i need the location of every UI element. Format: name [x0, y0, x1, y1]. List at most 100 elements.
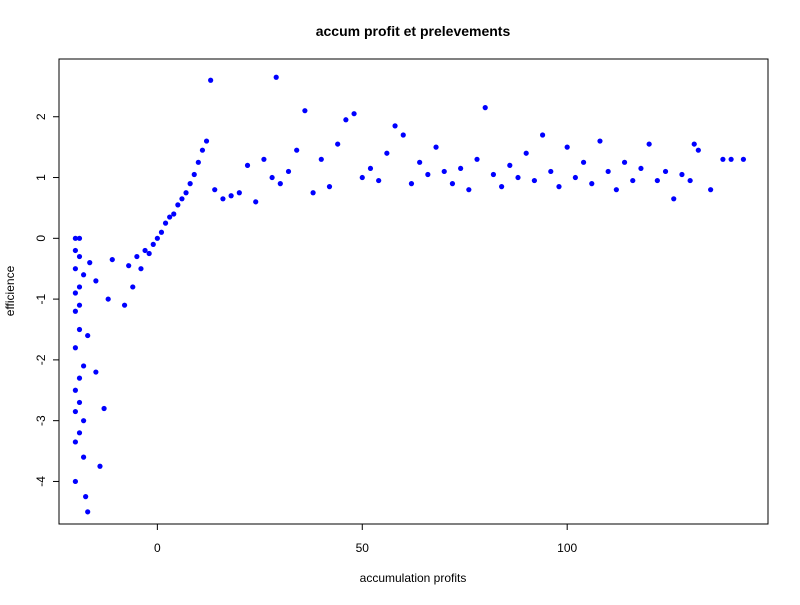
- data-point: [72, 478, 78, 485]
- data-point: [228, 193, 234, 199]
- data-point: [162, 220, 169, 226]
- data-point: [93, 278, 99, 284]
- data-point: [499, 184, 505, 190]
- data-point: [654, 177, 660, 184]
- data-point: [556, 184, 562, 190]
- data-point: [105, 296, 111, 302]
- data-point: [351, 111, 357, 117]
- data-point: [76, 375, 83, 381]
- data-point: [187, 181, 193, 187]
- data-point: [179, 196, 185, 202]
- data-point: [109, 256, 115, 263]
- data-point: [482, 105, 488, 111]
- data-point: [138, 266, 144, 272]
- data-point: [539, 132, 546, 138]
- data-point: [679, 171, 685, 178]
- y-axis: -4 -3 -2 -1 0 1 2: [34, 113, 59, 487]
- data-point: [302, 108, 308, 114]
- data-point: [384, 150, 390, 156]
- data-point: [195, 159, 201, 165]
- data-point: [273, 74, 279, 80]
- data-point: [662, 168, 669, 175]
- data-point: [76, 284, 83, 290]
- data-point: [691, 141, 697, 147]
- x-tick-label-2: 100: [557, 541, 577, 555]
- data-point: [80, 454, 87, 460]
- data-point: [121, 302, 128, 308]
- data-point: [85, 332, 91, 339]
- data-point: [638, 165, 644, 172]
- data-point: [183, 190, 189, 196]
- data-point: [515, 174, 521, 181]
- data-point: [261, 156, 267, 162]
- data-point: [253, 199, 259, 205]
- data-point: [72, 387, 78, 393]
- data-point: [343, 117, 349, 123]
- data-point: [134, 253, 140, 260]
- data-point: [613, 187, 619, 193]
- data-point: [335, 141, 341, 147]
- y-tick-label-3: -1: [34, 293, 48, 304]
- y-tick-label-5: 1: [34, 174, 48, 181]
- data-point: [72, 266, 78, 272]
- data-point: [76, 430, 83, 436]
- data-point: [72, 345, 78, 351]
- data-point: [150, 241, 156, 247]
- y-tick-label-4: 0: [34, 235, 48, 242]
- data-point: [208, 77, 214, 83]
- data-point: [326, 184, 333, 190]
- data-point: [630, 177, 636, 184]
- data-point: [417, 159, 423, 165]
- data-point: [728, 156, 734, 162]
- data-point: [87, 260, 93, 266]
- data-point: [490, 171, 497, 178]
- data-point: [318, 156, 324, 162]
- data-point: [695, 147, 701, 153]
- data-point: [72, 439, 78, 445]
- chart-title: accum profit et prelevements: [316, 23, 511, 39]
- data-point: [589, 181, 595, 187]
- data-point: [154, 235, 160, 241]
- data-point: [548, 168, 554, 175]
- data-point: [441, 168, 447, 175]
- data-point: [72, 235, 78, 241]
- y-axis-label: efficience: [3, 265, 17, 316]
- data-point: [72, 408, 78, 415]
- x-axis: 0 50 100: [154, 524, 578, 555]
- data-point: [310, 190, 316, 196]
- data-point: [523, 150, 529, 156]
- data-point: [474, 156, 480, 162]
- data-point: [621, 159, 628, 165]
- data-point: [449, 181, 456, 187]
- y-tick-label-1: -3: [34, 415, 48, 426]
- data-point: [199, 147, 206, 153]
- data-point: [597, 138, 603, 144]
- data-point: [285, 168, 292, 175]
- data-point: [720, 156, 726, 162]
- plot-frame: [58, 58, 769, 525]
- data-point: [97, 463, 103, 469]
- data-point: [130, 284, 136, 290]
- data-point: [244, 162, 251, 168]
- data-point: [507, 162, 513, 168]
- data-point: [72, 247, 78, 254]
- data-point: [80, 363, 87, 369]
- data-point: [269, 174, 275, 181]
- data-point: [392, 123, 398, 129]
- data-point: [142, 247, 148, 254]
- data-point: [175, 202, 181, 208]
- data-point: [191, 171, 197, 178]
- data-point: [85, 509, 91, 515]
- data-point: [76, 235, 83, 241]
- data-point: [433, 144, 439, 150]
- data-point: [400, 132, 406, 138]
- data-point: [236, 190, 242, 196]
- x-axis-label: accumulation profits: [360, 571, 467, 585]
- data-point: [564, 144, 570, 150]
- data-point: [76, 399, 83, 406]
- y-tick-label-2: -2: [34, 354, 48, 365]
- y-tick-label-6: 2: [34, 113, 48, 120]
- data-point: [671, 196, 677, 202]
- data-point: [277, 181, 283, 187]
